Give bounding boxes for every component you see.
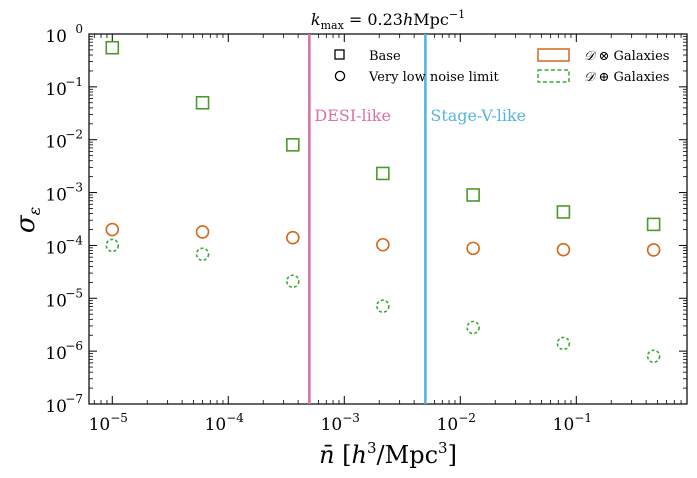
y-tick-exponent: −1 bbox=[65, 75, 83, 89]
y-tick-exponent: −2 bbox=[65, 128, 83, 142]
vline-label: DESI-like bbox=[314, 106, 391, 125]
legend-color-label: 𝒟 ⊗ Galaxies bbox=[584, 49, 669, 64]
marker-square bbox=[466, 188, 480, 202]
marker-circle bbox=[556, 242, 571, 257]
marker-square bbox=[646, 217, 661, 232]
y-tick-exponent: 0 bbox=[75, 22, 83, 36]
marker-square bbox=[376, 166, 390, 181]
y-tick-label: 10 bbox=[45, 186, 67, 206]
y-tick-label: 10 bbox=[45, 133, 67, 153]
marker-circle-dashed bbox=[105, 238, 120, 253]
legend-color-label: 𝒟 ⊕ Galaxies bbox=[584, 70, 669, 85]
marker-circle bbox=[195, 225, 210, 239]
legend-marker-label: Base bbox=[369, 49, 401, 64]
y-tick-exponent: −5 bbox=[65, 286, 83, 300]
marker-square bbox=[556, 205, 571, 219]
x-tick-label: 10−4 bbox=[205, 411, 245, 435]
y-tick-label: 10 bbox=[45, 80, 67, 100]
y-tick-exponent: −6 bbox=[65, 339, 83, 353]
marker-circle bbox=[105, 222, 120, 237]
marker-square bbox=[105, 40, 120, 55]
x-axis-label: n̄ [h3/Mpc3] bbox=[319, 439, 457, 469]
marker-circle-dashed bbox=[286, 274, 300, 289]
y-tick-label: 10 bbox=[45, 291, 67, 311]
legend-square-marker bbox=[334, 49, 345, 60]
y-tick-exponent: −4 bbox=[65, 233, 83, 247]
y-tick-label: 10 bbox=[45, 344, 67, 364]
x-tick-label: 10−5 bbox=[89, 411, 128, 435]
y-tick-label: 10 bbox=[45, 27, 67, 47]
y-axis-label: σε bbox=[11, 207, 44, 233]
marker-square bbox=[286, 138, 300, 152]
y-tick-label: 10 bbox=[45, 397, 67, 417]
marker-circle bbox=[286, 230, 300, 245]
chart-title: kmax = 0.23hMpc−1 bbox=[311, 8, 465, 32]
marker-circle-dashed bbox=[466, 320, 480, 335]
marker-square bbox=[195, 95, 210, 110]
marker-circle bbox=[466, 241, 480, 256]
marker-circle bbox=[646, 243, 661, 257]
marker-circle-dashed bbox=[556, 336, 571, 351]
y-tick-label: 10 bbox=[45, 238, 67, 258]
legend-circle-marker bbox=[334, 70, 346, 82]
marker-circle-dashed bbox=[195, 247, 210, 262]
x-tick-label: 10−3 bbox=[321, 411, 360, 435]
y-tick-exponent: −3 bbox=[65, 181, 83, 195]
plot-frame bbox=[88, 33, 688, 405]
legend-marker-label: Very low noise limit bbox=[368, 70, 499, 85]
x-tick-label: 10−2 bbox=[437, 411, 476, 435]
vline-label: Stage-V-like bbox=[430, 106, 526, 125]
legend-patch-dashed bbox=[537, 69, 570, 83]
y-tick-exponent: −7 bbox=[65, 392, 83, 406]
legend-patch-solid bbox=[537, 48, 570, 62]
marker-circle-dashed bbox=[376, 299, 390, 313]
x-tick-label: 10−1 bbox=[553, 411, 592, 435]
marker-circle bbox=[376, 237, 390, 252]
marker-circle-dashed bbox=[646, 349, 661, 364]
